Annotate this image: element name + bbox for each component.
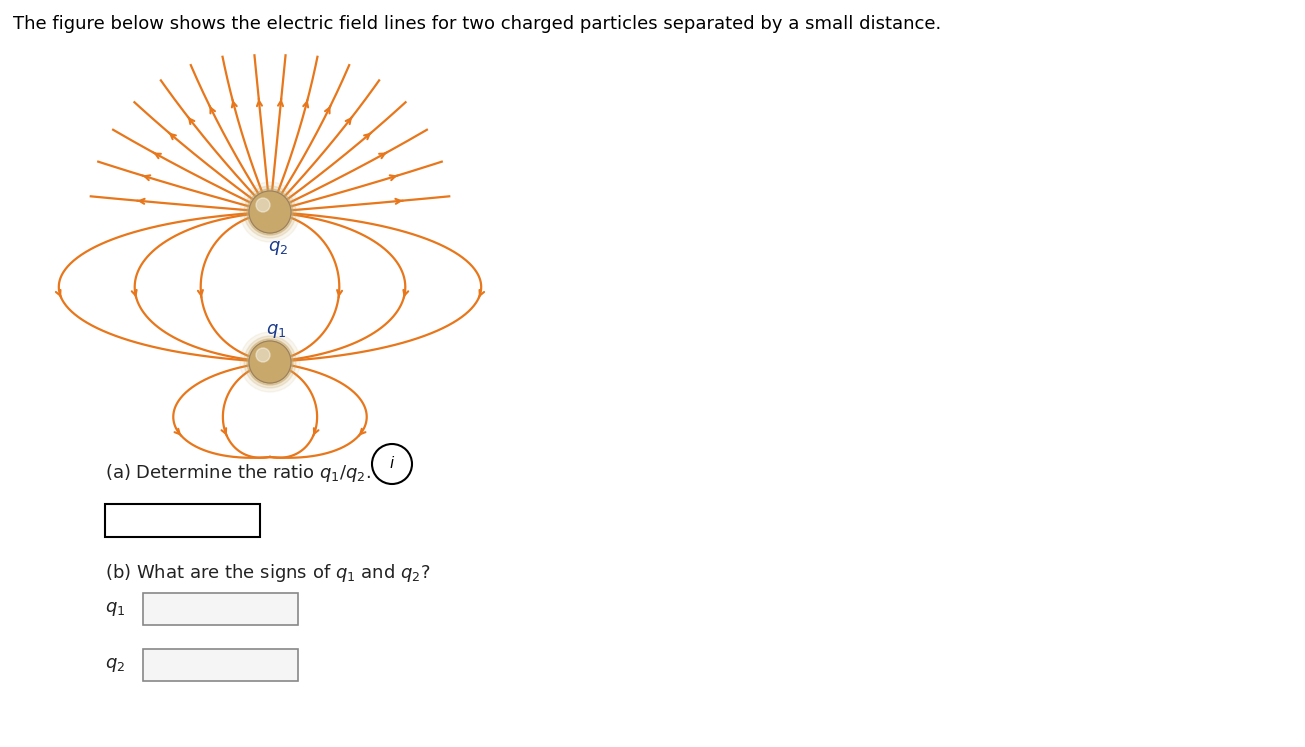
- Circle shape: [249, 341, 291, 383]
- Text: $q_2$: $q_2$: [104, 656, 125, 674]
- Text: $q_1$: $q_1$: [104, 600, 125, 618]
- FancyBboxPatch shape: [144, 593, 298, 625]
- Text: $q_1$: $q_1$: [266, 322, 286, 340]
- FancyBboxPatch shape: [104, 504, 260, 537]
- Circle shape: [247, 189, 294, 235]
- FancyBboxPatch shape: [144, 649, 298, 681]
- Text: (b) What are the signs of $q_1$ and $q_2$?: (b) What are the signs of $q_1$ and $q_2…: [104, 562, 431, 584]
- Circle shape: [256, 348, 270, 362]
- Text: $q_2$: $q_2$: [268, 239, 288, 257]
- Circle shape: [244, 186, 296, 238]
- Text: ---Select---: ---Select---: [155, 601, 235, 616]
- Circle shape: [240, 182, 300, 242]
- Text: ---Select---: ---Select---: [155, 657, 235, 672]
- Text: The figure below shows the electric field lines for two charged particles separa: The figure below shows the electric fiel…: [13, 15, 941, 33]
- Circle shape: [240, 332, 300, 392]
- Circle shape: [247, 339, 294, 385]
- Text: ▼: ▼: [279, 604, 287, 614]
- Circle shape: [244, 336, 296, 388]
- Text: (a) Determine the ratio $q_1/q_2$.: (a) Determine the ratio $q_1/q_2$.: [104, 462, 371, 484]
- Circle shape: [256, 198, 270, 212]
- Text: i: i: [390, 456, 394, 471]
- Circle shape: [249, 191, 291, 233]
- Text: ▼: ▼: [279, 660, 287, 670]
